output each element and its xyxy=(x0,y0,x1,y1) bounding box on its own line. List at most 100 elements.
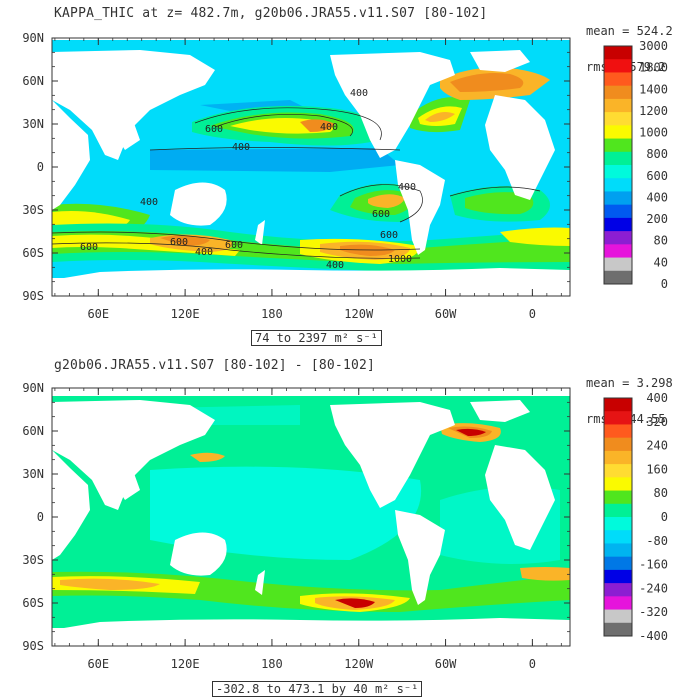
lon-label: 120W xyxy=(344,307,374,321)
colorbar-label: -240 xyxy=(639,581,668,595)
contour-label: 400 xyxy=(195,247,213,258)
colorbar-swatch xyxy=(604,490,632,505)
colorbar-swatch xyxy=(604,464,632,478)
contour-label: 400 xyxy=(398,182,416,193)
lon-label: 120W xyxy=(344,657,374,671)
panel2-range-label: -302.8 to 473.1 by 40 m² s⁻¹ xyxy=(212,681,423,697)
lat-label: 30S xyxy=(22,553,44,567)
colorbar-swatch xyxy=(604,85,632,100)
colorbar-swatch xyxy=(604,191,632,206)
land-antarctica xyxy=(52,278,570,296)
panel2-map xyxy=(52,388,570,646)
lon-label: 60E xyxy=(87,307,109,321)
colorbar-label: 0 xyxy=(661,277,668,291)
lon-label: 180 xyxy=(261,657,283,671)
colorbar-swatch xyxy=(604,609,632,624)
lon-label: 180 xyxy=(261,307,283,321)
colorbar-swatch xyxy=(604,165,632,179)
lon-label: 0 xyxy=(529,657,536,671)
colorbar-swatch xyxy=(604,244,632,259)
colorbar-swatch xyxy=(604,204,632,219)
lon-label: 0 xyxy=(529,307,536,321)
contour-label: 600 xyxy=(170,237,188,248)
panel1-range-label: 74 to 2397 m² s⁻¹ xyxy=(251,330,382,346)
lat-label: 0 xyxy=(37,160,44,174)
colorbar-label: 1000 xyxy=(639,126,668,140)
lat-label: 0 xyxy=(37,510,44,524)
colorbar-swatch xyxy=(604,517,632,531)
colorbar-swatch xyxy=(604,270,632,285)
colorbar-label: 3000 xyxy=(639,39,668,53)
lon-label: 120E xyxy=(171,657,200,671)
lon-label: 120E xyxy=(171,307,200,321)
contour-label: 600 xyxy=(380,230,398,241)
colorbar-swatch xyxy=(604,596,632,611)
colorbar-frame xyxy=(603,45,633,285)
contour-label: 400 xyxy=(140,197,158,208)
lat-label: 30S xyxy=(22,203,44,217)
colorbar-label: 240 xyxy=(646,439,668,453)
lat-label: 90S xyxy=(22,289,44,303)
colorbar-swatch xyxy=(604,477,632,492)
colorbar-swatch xyxy=(604,411,632,425)
colorbar-swatch xyxy=(604,622,632,637)
colorbar-swatch xyxy=(604,437,632,452)
colorbar-label: 80 xyxy=(654,486,668,500)
colorbar-label: -400 xyxy=(639,629,668,643)
colorbar-swatch xyxy=(604,583,632,597)
contour-label: 400 xyxy=(320,122,338,133)
colorbar-label: 1200 xyxy=(639,104,668,118)
colorbar-swatch xyxy=(604,46,632,60)
lon-label: 60W xyxy=(435,657,457,671)
colorbar-swatch xyxy=(604,231,632,245)
colorbar-label: 400 xyxy=(646,391,668,405)
lat-label: 60S xyxy=(22,246,44,260)
lat-label: 60S xyxy=(22,596,44,610)
panel1-mean: mean = 524.2 xyxy=(586,24,673,38)
colorbar-label: 40 xyxy=(654,255,668,269)
contour-label: 1000 xyxy=(388,254,412,265)
colorbar-swatch xyxy=(604,556,632,571)
lat-label: 90N xyxy=(22,31,44,45)
colorbar-swatch xyxy=(604,151,632,166)
colorbar-label: 400 xyxy=(646,190,668,204)
contour-label: 400 xyxy=(326,260,344,271)
colorbar-label: 1400 xyxy=(639,82,668,96)
colorbar-label: 200 xyxy=(646,212,668,226)
colorbar-label: 800 xyxy=(646,147,668,161)
colorbar-swatch xyxy=(604,72,632,87)
panel1-map: 600 400 400 400 600 400 600 600 400 400 … xyxy=(52,38,570,296)
contour-label: 600 xyxy=(372,209,390,220)
colorbar-swatch xyxy=(604,98,632,113)
colorbar-label: 1800 xyxy=(639,61,668,75)
land-africa xyxy=(485,95,555,200)
lat-label: 30N xyxy=(22,467,44,481)
colorbar-swatch xyxy=(604,112,632,126)
colorbar-label: 600 xyxy=(646,169,668,183)
colorbar-swatch xyxy=(604,424,632,439)
lat-label: 90S xyxy=(22,639,44,653)
colorbar-swatch xyxy=(604,543,632,558)
panel1-title: KAPPA_THIC at z= 482.7m, g20b06.JRA55.v1… xyxy=(54,6,488,21)
contour-label: 600 xyxy=(80,242,98,253)
colorbar-swatch xyxy=(604,450,632,465)
land-south-america xyxy=(395,160,445,255)
contour-label: 400 xyxy=(350,88,368,99)
lat-label: 60N xyxy=(22,424,44,438)
colorbar-label: 80 xyxy=(654,234,668,248)
colorbar-swatch xyxy=(604,503,632,518)
panel2-title: g20b06.JRA55.v11.S07 [80-102] - [80-102] xyxy=(54,358,376,373)
colorbar-label: -320 xyxy=(639,605,668,619)
colorbar-swatch xyxy=(604,530,632,544)
colorbar-swatch xyxy=(604,138,632,153)
colorbar-label: 0 xyxy=(661,510,668,524)
colorbar-swatch xyxy=(604,217,632,232)
lat-label: 30N xyxy=(22,117,44,131)
lat-label: 90N xyxy=(22,381,44,395)
colorbar-frame xyxy=(603,397,633,637)
axes-layer: 90N 60N 30N 0 30S 60S 90S 60E 120E 180 120W 60W 0 90N… xyxy=(22,31,570,671)
colorbar-swatch xyxy=(604,59,632,73)
colorbar-swatch xyxy=(604,257,632,272)
colorbar-label: -80 xyxy=(646,534,668,548)
